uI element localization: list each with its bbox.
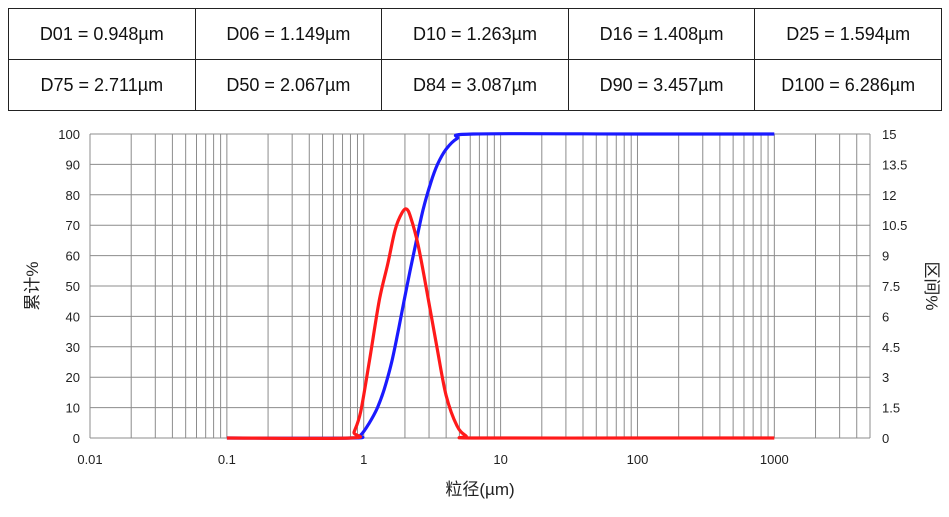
y2-tick-label: 13.5 <box>882 157 907 172</box>
x-tick-label: 100 <box>627 452 649 467</box>
y-tick-label: 30 <box>66 340 80 355</box>
percentile-cell: D75 = 2.711µm <box>8 59 196 111</box>
percentile-cell: D16 = 1.408µm <box>567 8 756 60</box>
y-tick-label: 10 <box>66 401 80 416</box>
y-tick-label: 100 <box>58 127 80 142</box>
percentile-cell: D90 = 3.457µm <box>567 59 756 111</box>
y2-axis-label: 区间% <box>922 261 941 310</box>
cumulative-line <box>226 132 775 440</box>
chart-grid <box>89 133 871 439</box>
y-tick-label: 60 <box>66 249 80 264</box>
y2-tick-label: 3 <box>882 370 889 385</box>
percentile-cell: D50 = 2.067µm <box>194 59 383 111</box>
x-tick-label: 1000 <box>760 452 789 467</box>
x-tick-label: 0.1 <box>218 452 236 467</box>
percentile-cell: D100 = 6.286µm <box>754 59 942 111</box>
chart-series <box>226 132 775 441</box>
y-tick-label: 40 <box>66 309 80 324</box>
y-axis-label: 累计% <box>23 261 42 310</box>
x-tick-label: 1 <box>360 452 367 467</box>
y2-tick-label: 1.5 <box>882 401 900 416</box>
interval-line <box>226 207 775 441</box>
chart-ticks: 010203040506070809010001.534.567.5910.51… <box>58 127 907 467</box>
table-row: D01 = 0.948µm D06 = 1.149µm D10 = 1.263µm D… <box>8 8 942 60</box>
y-tick-label: 0 <box>73 431 80 446</box>
particle-size-chart: 010203040506070809010001.534.567.5910.51… <box>23 127 941 499</box>
y2-tick-label: 15 <box>882 127 896 142</box>
percentile-cell: D10 = 1.263µm <box>381 8 569 60</box>
y2-tick-label: 6 <box>882 309 889 324</box>
y-tick-label: 70 <box>66 218 80 233</box>
percentile-cell: D25 = 1.594µm <box>754 8 942 60</box>
percentile-table: D01 = 0.948µm D06 = 1.149µm D10 = 1.263µm D… <box>8 8 942 111</box>
y2-tick-label: 10.5 <box>882 218 907 233</box>
percentile-cell: D84 = 3.087µm <box>381 59 569 111</box>
percentile-cell: D06 = 1.149µm <box>194 8 383 60</box>
x-tick-label: 10 <box>493 452 507 467</box>
y2-tick-label: 7.5 <box>882 279 900 294</box>
y2-tick-label: 12 <box>882 188 896 203</box>
y-tick-label: 80 <box>66 188 80 203</box>
x-axis-label: 粒径(µm) <box>445 480 514 499</box>
table-row: D75 = 2.711µm D50 = 2.067µm D84 = 3.087µm D… <box>8 59 942 111</box>
y-tick-label: 20 <box>66 370 80 385</box>
y2-tick-label: 0 <box>882 431 889 446</box>
y2-tick-label: 4.5 <box>882 340 900 355</box>
y2-tick-label: 9 <box>882 249 889 264</box>
x-tick-label: 0.01 <box>77 452 102 467</box>
percentile-cell: D01 = 0.948µm <box>8 8 196 60</box>
y-tick-label: 50 <box>66 279 80 294</box>
y-tick-label: 90 <box>66 157 80 172</box>
